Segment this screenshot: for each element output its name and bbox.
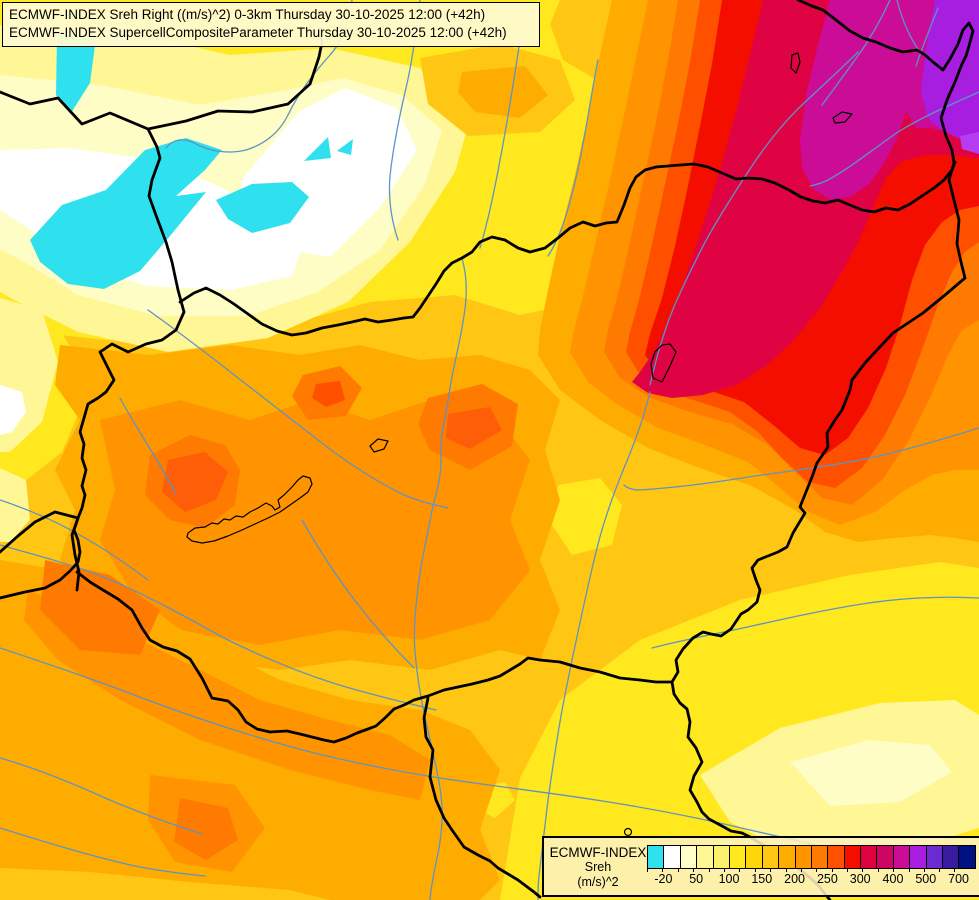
tick-label: 250 bbox=[816, 872, 838, 886]
colorbar-cell bbox=[910, 846, 927, 868]
colorbar-tick bbox=[770, 868, 785, 872]
colorbar-cell bbox=[713, 846, 730, 868]
colorbar-cell bbox=[828, 846, 845, 868]
colorbar-cell bbox=[795, 846, 812, 868]
colorbar-cell bbox=[844, 846, 862, 868]
colorbar-cell bbox=[877, 846, 894, 868]
colorbar-tick bbox=[754, 868, 770, 872]
colorbar-legend: ECMWF-INDEX Sreh (m/s)^2 -20 50 100 150 200 2… bbox=[542, 836, 979, 897]
tick-label: 200 bbox=[784, 872, 806, 886]
colorbar-cell bbox=[943, 846, 960, 868]
colorbar-tick bbox=[647, 868, 662, 872]
colorbar-cell bbox=[779, 846, 796, 868]
colorbar-cell bbox=[697, 846, 714, 868]
colorbar-cell bbox=[811, 846, 829, 868]
legend-parameter-label: Sreh bbox=[584, 860, 612, 874]
map-title-line1: ECMWF-INDEX Sreh Right ((m/s)^2) 0-3km T… bbox=[9, 7, 486, 22]
tick-label: 500 bbox=[915, 872, 937, 886]
colorbar-cell bbox=[893, 846, 911, 868]
tick-label: 50 bbox=[689, 872, 704, 886]
legend-units-label: (m/s)^2 bbox=[577, 875, 619, 889]
colorbar-tick bbox=[662, 868, 677, 872]
colorbar-tick bbox=[924, 868, 939, 872]
lake-balaton-outline bbox=[186, 475, 313, 544]
map-title-box: ECMWF-INDEX Sreh Right ((m/s)^2) 0-3km T… bbox=[2, 2, 540, 47]
lake-outline-layer bbox=[186, 52, 853, 837]
colorbar-cell bbox=[729, 846, 747, 868]
small-lake-outline bbox=[623, 827, 633, 837]
legend-product-label: ECMWF-INDEX bbox=[549, 845, 647, 860]
small-lake-outline bbox=[832, 111, 853, 124]
tick-label: 400 bbox=[882, 872, 904, 886]
tick-label: 700 bbox=[948, 872, 969, 886]
colorbar-tick bbox=[677, 868, 693, 872]
colorbar-tick bbox=[693, 868, 708, 872]
colorbar-tick bbox=[785, 868, 801, 872]
colorbar-tick bbox=[708, 868, 724, 872]
small-lake-outline bbox=[790, 52, 801, 74]
colorbar-cell bbox=[861, 846, 878, 868]
tick-label: -20 bbox=[654, 872, 673, 886]
colorbar-tick bbox=[739, 868, 754, 872]
colorbar-tick bbox=[939, 868, 955, 872]
colorbar-tick bbox=[847, 868, 862, 872]
colorbar-tick bbox=[831, 868, 847, 872]
lake-velence-outline bbox=[369, 438, 389, 453]
colorbar-tick-labels: -20 50 100 150 200 250 300 400 500 700 bbox=[647, 872, 975, 886]
colorbar-tick-marks bbox=[647, 868, 955, 872]
tick-label: 100 bbox=[718, 872, 740, 886]
lake-tisza-outline bbox=[650, 343, 677, 383]
legend-label-block: ECMWF-INDEX Sreh (m/s)^2 bbox=[548, 845, 648, 890]
colorbar-cell bbox=[762, 846, 780, 868]
colorbar bbox=[647, 845, 976, 869]
tick-label: 150 bbox=[751, 872, 773, 886]
colorbar-cell bbox=[648, 846, 665, 868]
colorbar-cell bbox=[664, 846, 681, 868]
map-title-line2: ECMWF-INDEX SupercellCompositeParameter … bbox=[9, 25, 507, 40]
colorbar-tick bbox=[800, 868, 816, 872]
colorbar-cell bbox=[926, 846, 944, 868]
colorbar-tick bbox=[893, 868, 908, 872]
colorbar-tick bbox=[723, 868, 739, 872]
colorbar-cell bbox=[746, 846, 763, 868]
colorbar-tick bbox=[862, 868, 877, 872]
tick-label: 300 bbox=[849, 872, 871, 886]
colorbar-tick bbox=[908, 868, 924, 872]
colorbar-cell bbox=[959, 846, 975, 868]
colorbar-tick bbox=[816, 868, 831, 872]
colorbar-cell bbox=[680, 846, 698, 868]
colorbar-tick bbox=[877, 868, 893, 872]
